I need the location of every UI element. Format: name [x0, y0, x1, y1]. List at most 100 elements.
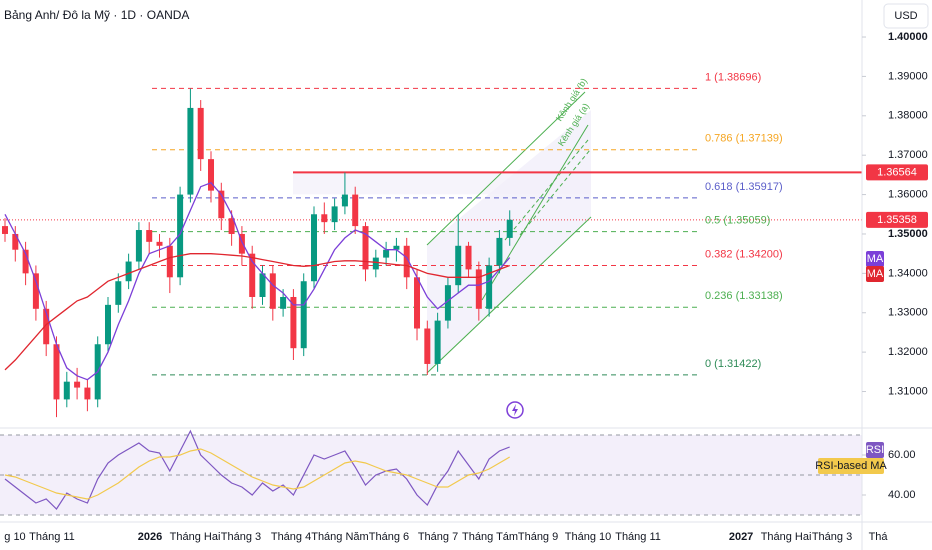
y-tick-label: 1.39000 [888, 70, 928, 82]
fib-label: 0.5 (1.35059) [705, 215, 770, 227]
x-tick-label: Tháng Hai [170, 531, 221, 543]
x-tick-label: Tháng 3 [812, 531, 852, 543]
fib-label: 1 (1.38696) [705, 71, 761, 83]
candle-body [475, 269, 482, 309]
price-badge [866, 211, 928, 228]
candle-body [455, 245, 462, 286]
price-badge-label: 1.36564 [877, 166, 917, 178]
candle-body [228, 218, 235, 234]
rsi-pane [0, 429, 862, 516]
candle-body [249, 253, 256, 297]
y-tick-label: 1.32000 [888, 346, 928, 358]
candle-body [1, 226, 8, 234]
candle-body [280, 296, 287, 309]
candle-body [238, 233, 245, 254]
candle-body [115, 281, 122, 305]
price-badge-label: RSI [866, 444, 884, 456]
candle-body [290, 296, 297, 349]
x-tick-label: Tháng 6 [369, 531, 409, 543]
axes: 1.40000 1.39000 1.38000 1.37000 1.36000 1.350… [4, 31, 928, 543]
x-tick-label: Tháng 3 [221, 531, 261, 543]
y-tick-label: 1.33000 [888, 307, 928, 319]
price-badge [866, 164, 928, 181]
candle-body [259, 273, 266, 297]
moving-average [4, 253, 510, 371]
currency: USD [894, 10, 917, 22]
price-badge [866, 266, 884, 282]
x-tick-label: Tháng 9 [518, 531, 558, 543]
channel-line [504, 139, 589, 241]
symbol-title: Bảng Anh/ Đô la Mỹ · 1D · OANDA [4, 8, 189, 22]
y-tick-label: 1.35000 [888, 228, 928, 240]
y-tick-label: 1.36000 [888, 188, 928, 200]
x-tick-label: Tháng 4 [271, 531, 311, 543]
price-badge [818, 458, 884, 474]
x-tick-label: Tháng 7 [418, 531, 458, 543]
rsi-line [4, 448, 511, 500]
candle-body [393, 245, 400, 250]
x-tick-label: 2027 [729, 531, 753, 543]
candle-body [197, 107, 204, 160]
currency-button[interactable] [883, 3, 929, 29]
candle-body [22, 249, 29, 274]
candle-body [74, 381, 81, 388]
y-tick-label: 1.31000 [888, 385, 928, 397]
candle-body [465, 245, 472, 270]
fib-label: 0.236 (1.33138) [705, 290, 783, 302]
candle-body [486, 265, 493, 309]
candle-body [331, 206, 338, 223]
y-tick-label: 1.38000 [888, 110, 928, 122]
candle-body [362, 226, 369, 270]
x-tick-label: Tháng 11 [29, 531, 75, 543]
candle-body [414, 277, 421, 329]
candle-body [12, 233, 19, 250]
candle-body [166, 245, 173, 278]
y-tick-label: 1.40000 [888, 31, 928, 43]
fib-label: 0.786 (1.37139) [705, 133, 783, 145]
candle-body [53, 344, 60, 400]
candle-body [506, 219, 513, 238]
candle-body [156, 241, 163, 246]
candle-body [352, 194, 359, 227]
price-badge [866, 442, 884, 458]
fib-label: 0.618 (1.35917) [705, 181, 783, 193]
rsi-tick-label: 40.00 [888, 489, 916, 501]
candle-body [32, 273, 39, 309]
candle-body [496, 237, 503, 266]
candle-body [105, 304, 112, 345]
candle-body [383, 249, 390, 258]
fib-label: 0 (1.31422) [705, 358, 761, 370]
candle-body [424, 328, 431, 364]
rsi-band-fill [0, 435, 862, 515]
x-tick-label: Tháng Năm [311, 531, 368, 543]
price-badge-label: 1.35358 [877, 214, 917, 226]
y-tick-label: 1.34000 [888, 267, 928, 279]
rsi-line [4, 429, 510, 510]
x-tick-label: 2026 [138, 531, 162, 543]
candle-body [434, 320, 441, 364]
candle-body [125, 261, 132, 282]
candle-body [63, 381, 70, 400]
channel-line [426, 216, 592, 374]
candle-body [43, 308, 50, 345]
rsi-tick-label: 60.00 [888, 449, 916, 461]
x-tick-label: g 10 [4, 531, 25, 543]
candle-body [187, 107, 194, 195]
candle-body [300, 281, 307, 349]
candle-body [208, 159, 215, 191]
price-badge-label: MA [867, 268, 884, 280]
x-tick-label: Tháng 10 [565, 531, 611, 543]
candle-body [403, 245, 410, 278]
x-tick-label: Tháng 11 [615, 531, 661, 543]
channel-line [519, 149, 591, 236]
x-tick-label: Tháng Tám [462, 531, 518, 543]
price-badge [866, 251, 884, 267]
candle-body [444, 285, 451, 321]
lightning-icon [512, 404, 518, 416]
range-shade [293, 172, 591, 195]
price-badge-label: MA [867, 253, 884, 265]
candle-body [177, 194, 184, 278]
candle-body [372, 257, 379, 270]
candle-body [84, 387, 91, 400]
